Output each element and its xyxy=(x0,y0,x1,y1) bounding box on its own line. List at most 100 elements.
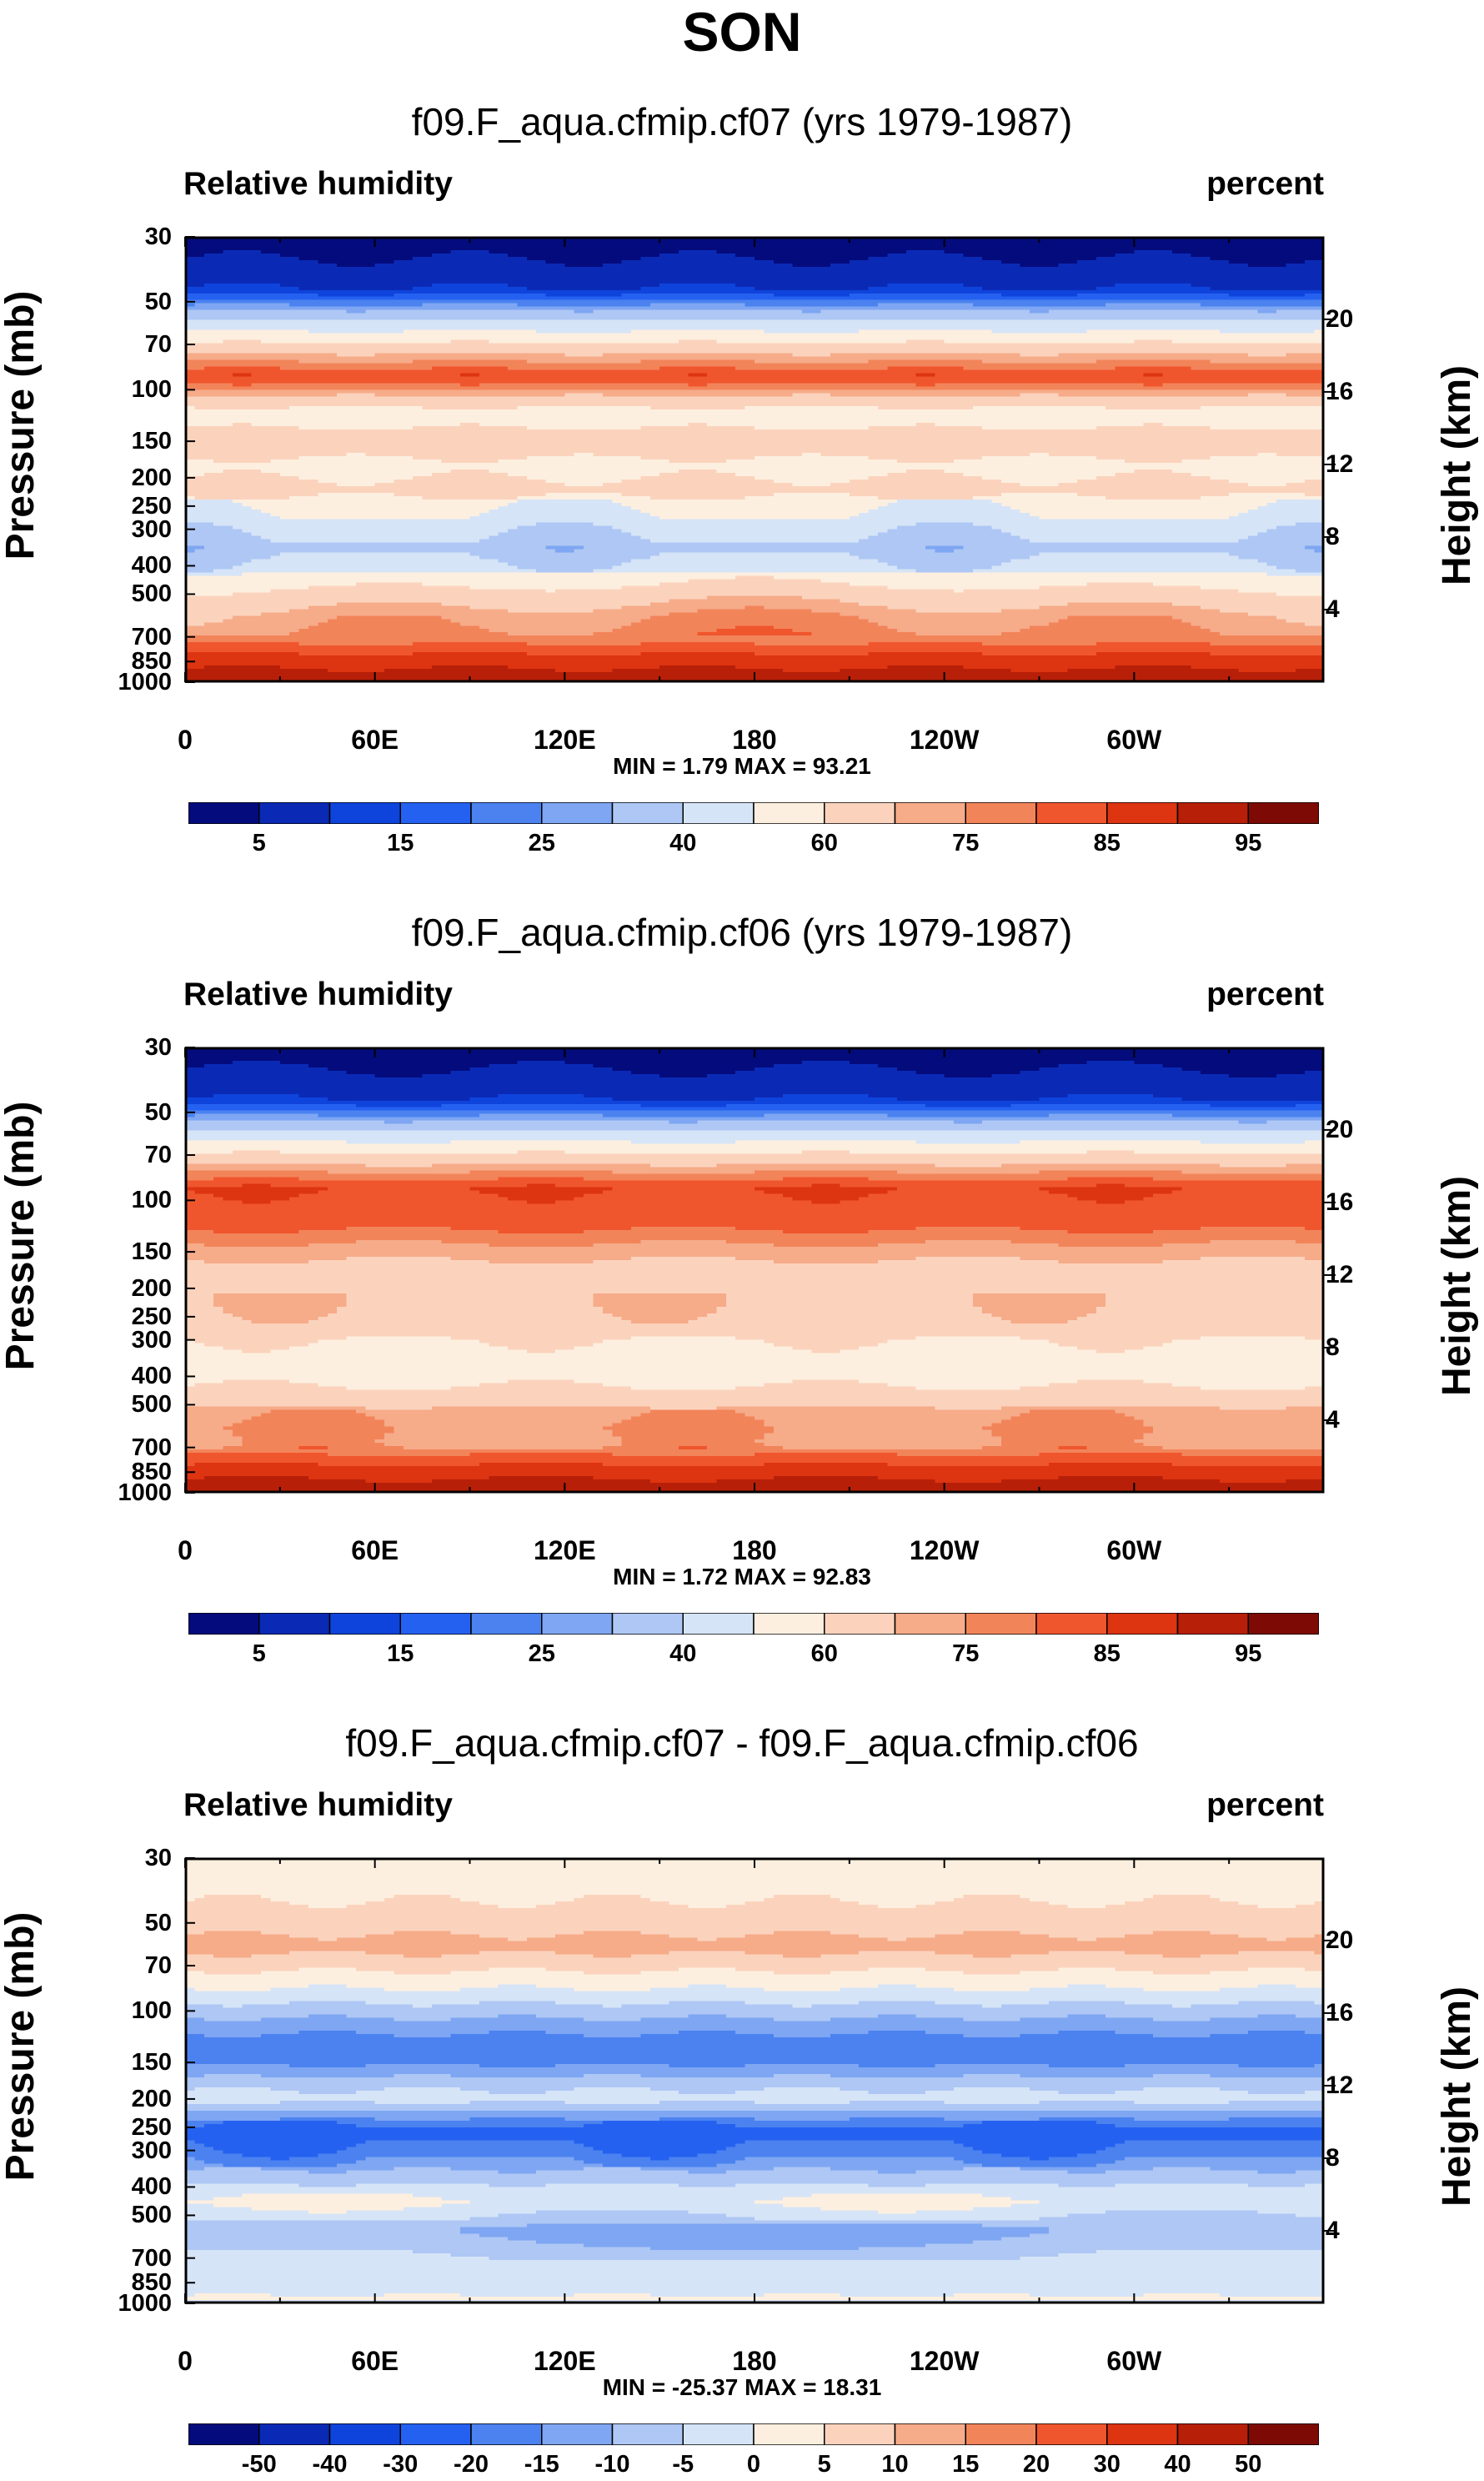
colorbar-box xyxy=(965,2423,1037,2446)
colorbar-box xyxy=(1106,2423,1179,2446)
y2-tick-label: 4 xyxy=(1326,2217,1340,2243)
y-tick-label: 300 xyxy=(88,2138,172,2163)
colorbar-label: 50 xyxy=(1215,2450,1281,2478)
x-tick-label: 120E xyxy=(498,2346,631,2376)
min-max-label: MIN = 1.72 MAX = 92.83 xyxy=(0,1564,1484,1590)
plot-area xyxy=(184,1857,1336,2304)
colorbar-box xyxy=(470,2423,543,2446)
plot-area xyxy=(184,236,1336,683)
y-tick-label: 700 xyxy=(88,625,172,650)
x-tick-label: 0 xyxy=(118,725,252,755)
panel-title: f09.F_aqua.cfmip.cf07 - f09.F_aqua.cfmip… xyxy=(0,1720,1484,1766)
y-axis-label: Pressure (mb) xyxy=(0,1905,46,2188)
colorbar-label: -20 xyxy=(438,2450,504,2478)
colorbar-label: 5 xyxy=(791,2450,858,2478)
y-tick-label: 30 xyxy=(88,1846,172,1871)
colorbar-label: 15 xyxy=(367,829,434,857)
x-tick-label: 180 xyxy=(688,725,821,755)
colorbar-box xyxy=(965,801,1037,825)
colorbar-box xyxy=(894,801,966,825)
colorbar-box xyxy=(399,1612,472,1635)
colorbar-box xyxy=(328,2423,401,2446)
units-label: percent xyxy=(1206,1786,1324,1825)
colorbar-label: 75 xyxy=(932,829,999,857)
colorbar-label: 30 xyxy=(1074,2450,1141,2478)
y2-tick-label: 8 xyxy=(1326,524,1340,550)
colorbar-label: -10 xyxy=(579,2450,646,2478)
y-tick-label: 70 xyxy=(88,1953,172,1978)
y-tick-label: 200 xyxy=(88,2087,172,2112)
y-tick-label: 50 xyxy=(88,1911,172,1936)
y-tick-label: 150 xyxy=(88,2050,172,2075)
colorbar-label: -30 xyxy=(367,2450,434,2478)
colorbar-box xyxy=(1035,2423,1108,2446)
y-tick-label: 500 xyxy=(88,2202,172,2227)
y-tick-label: 250 xyxy=(88,494,172,519)
y-tick-label: 30 xyxy=(88,1035,172,1060)
y-tick-label: 700 xyxy=(88,1435,172,1460)
min-max-label: MIN = -25.37 MAX = 18.31 xyxy=(0,2374,1484,2401)
colorbar-box xyxy=(1106,1612,1179,1635)
contour-field xyxy=(184,1857,1336,2304)
x-tick-label: 60W xyxy=(1067,1535,1201,1565)
plot-area xyxy=(184,1047,1336,1494)
panel-2: f09.F_aqua.cfmip.cf06 (yrs 1979-1987) Re… xyxy=(0,811,1484,1667)
panel-3: f09.F_aqua.cfmip.cf07 - f09.F_aqua.cfmip… xyxy=(0,1621,1484,2478)
colorbar-label: 40 xyxy=(1145,2450,1211,2478)
colorbar-box xyxy=(1106,801,1179,825)
y-tick-label: 150 xyxy=(88,1239,172,1264)
colorbar-label: 5 xyxy=(226,829,293,857)
y-tick-label: 400 xyxy=(88,553,172,578)
colorbar-label: 10 xyxy=(862,2450,929,2478)
colorbar-label: 0 xyxy=(720,2450,787,2478)
colorbar-box xyxy=(1247,1612,1320,1635)
colorbar-box xyxy=(682,2423,755,2446)
colorbar-label: 25 xyxy=(509,829,575,857)
colorbar-box xyxy=(753,2423,825,2446)
y2-axis-label: Height (km) xyxy=(1432,334,1482,617)
x-tick-label: 180 xyxy=(688,2346,821,2376)
y-tick-label: 100 xyxy=(88,1188,172,1213)
x-tick-label: 120E xyxy=(498,1535,631,1565)
units-label: percent xyxy=(1206,165,1324,203)
colorbar xyxy=(188,2423,1320,2446)
panel-title: f09.F_aqua.cfmip.cf07 (yrs 1979-1987) xyxy=(0,98,1484,145)
y-tick-label: 150 xyxy=(88,429,172,454)
colorbar-label: 95 xyxy=(1215,1640,1281,1668)
colorbar-label: 85 xyxy=(1074,1640,1141,1668)
units-label: percent xyxy=(1206,976,1324,1014)
contour-field xyxy=(184,1047,1336,1494)
y-axis-label: Pressure (mb) xyxy=(0,284,46,567)
y-tick-label: 70 xyxy=(88,1143,172,1168)
colorbar-box xyxy=(258,2423,331,2446)
colorbar-label: 60 xyxy=(791,829,858,857)
y2-tick-label: 8 xyxy=(1326,1334,1340,1360)
y-tick-label: 1000 xyxy=(88,2291,172,2316)
colorbar-box xyxy=(824,2423,896,2446)
y2-tick-label: 12 xyxy=(1326,1262,1353,1288)
y2-tick-label: 4 xyxy=(1326,596,1340,622)
x-tick-label: 0 xyxy=(118,2346,252,2376)
colorbar-box xyxy=(399,2423,472,2446)
colorbar-label: -50 xyxy=(226,2450,293,2478)
colorbar-box xyxy=(1176,2423,1249,2446)
y-tick-label: 100 xyxy=(88,377,172,402)
colorbar-label: -5 xyxy=(649,2450,716,2478)
y2-tick-label: 16 xyxy=(1326,1189,1353,1215)
x-tick-label: 120W xyxy=(878,2346,1011,2376)
y-tick-label: 850 xyxy=(88,2270,172,2295)
colorbar-boxes xyxy=(188,2423,1320,2446)
y-tick-label: 1000 xyxy=(88,670,172,695)
x-tick-label: 120W xyxy=(878,1535,1011,1565)
y-tick-label: 700 xyxy=(88,2246,172,2271)
variable-label: Relative humidity xyxy=(183,165,453,203)
x-tick-label: 0 xyxy=(118,1535,252,1565)
y2-tick-label: 4 xyxy=(1326,1407,1340,1433)
colorbar-box xyxy=(611,801,684,825)
y-tick-label: 1000 xyxy=(88,1480,172,1505)
colorbar-label: 20 xyxy=(1003,2450,1070,2478)
y2-axis-label: Height (km) xyxy=(1432,1955,1482,2238)
x-tick-label: 60E xyxy=(308,2346,442,2376)
y-tick-label: 250 xyxy=(88,1304,172,1329)
y-axis-label: Pressure (mb) xyxy=(0,1094,46,1378)
